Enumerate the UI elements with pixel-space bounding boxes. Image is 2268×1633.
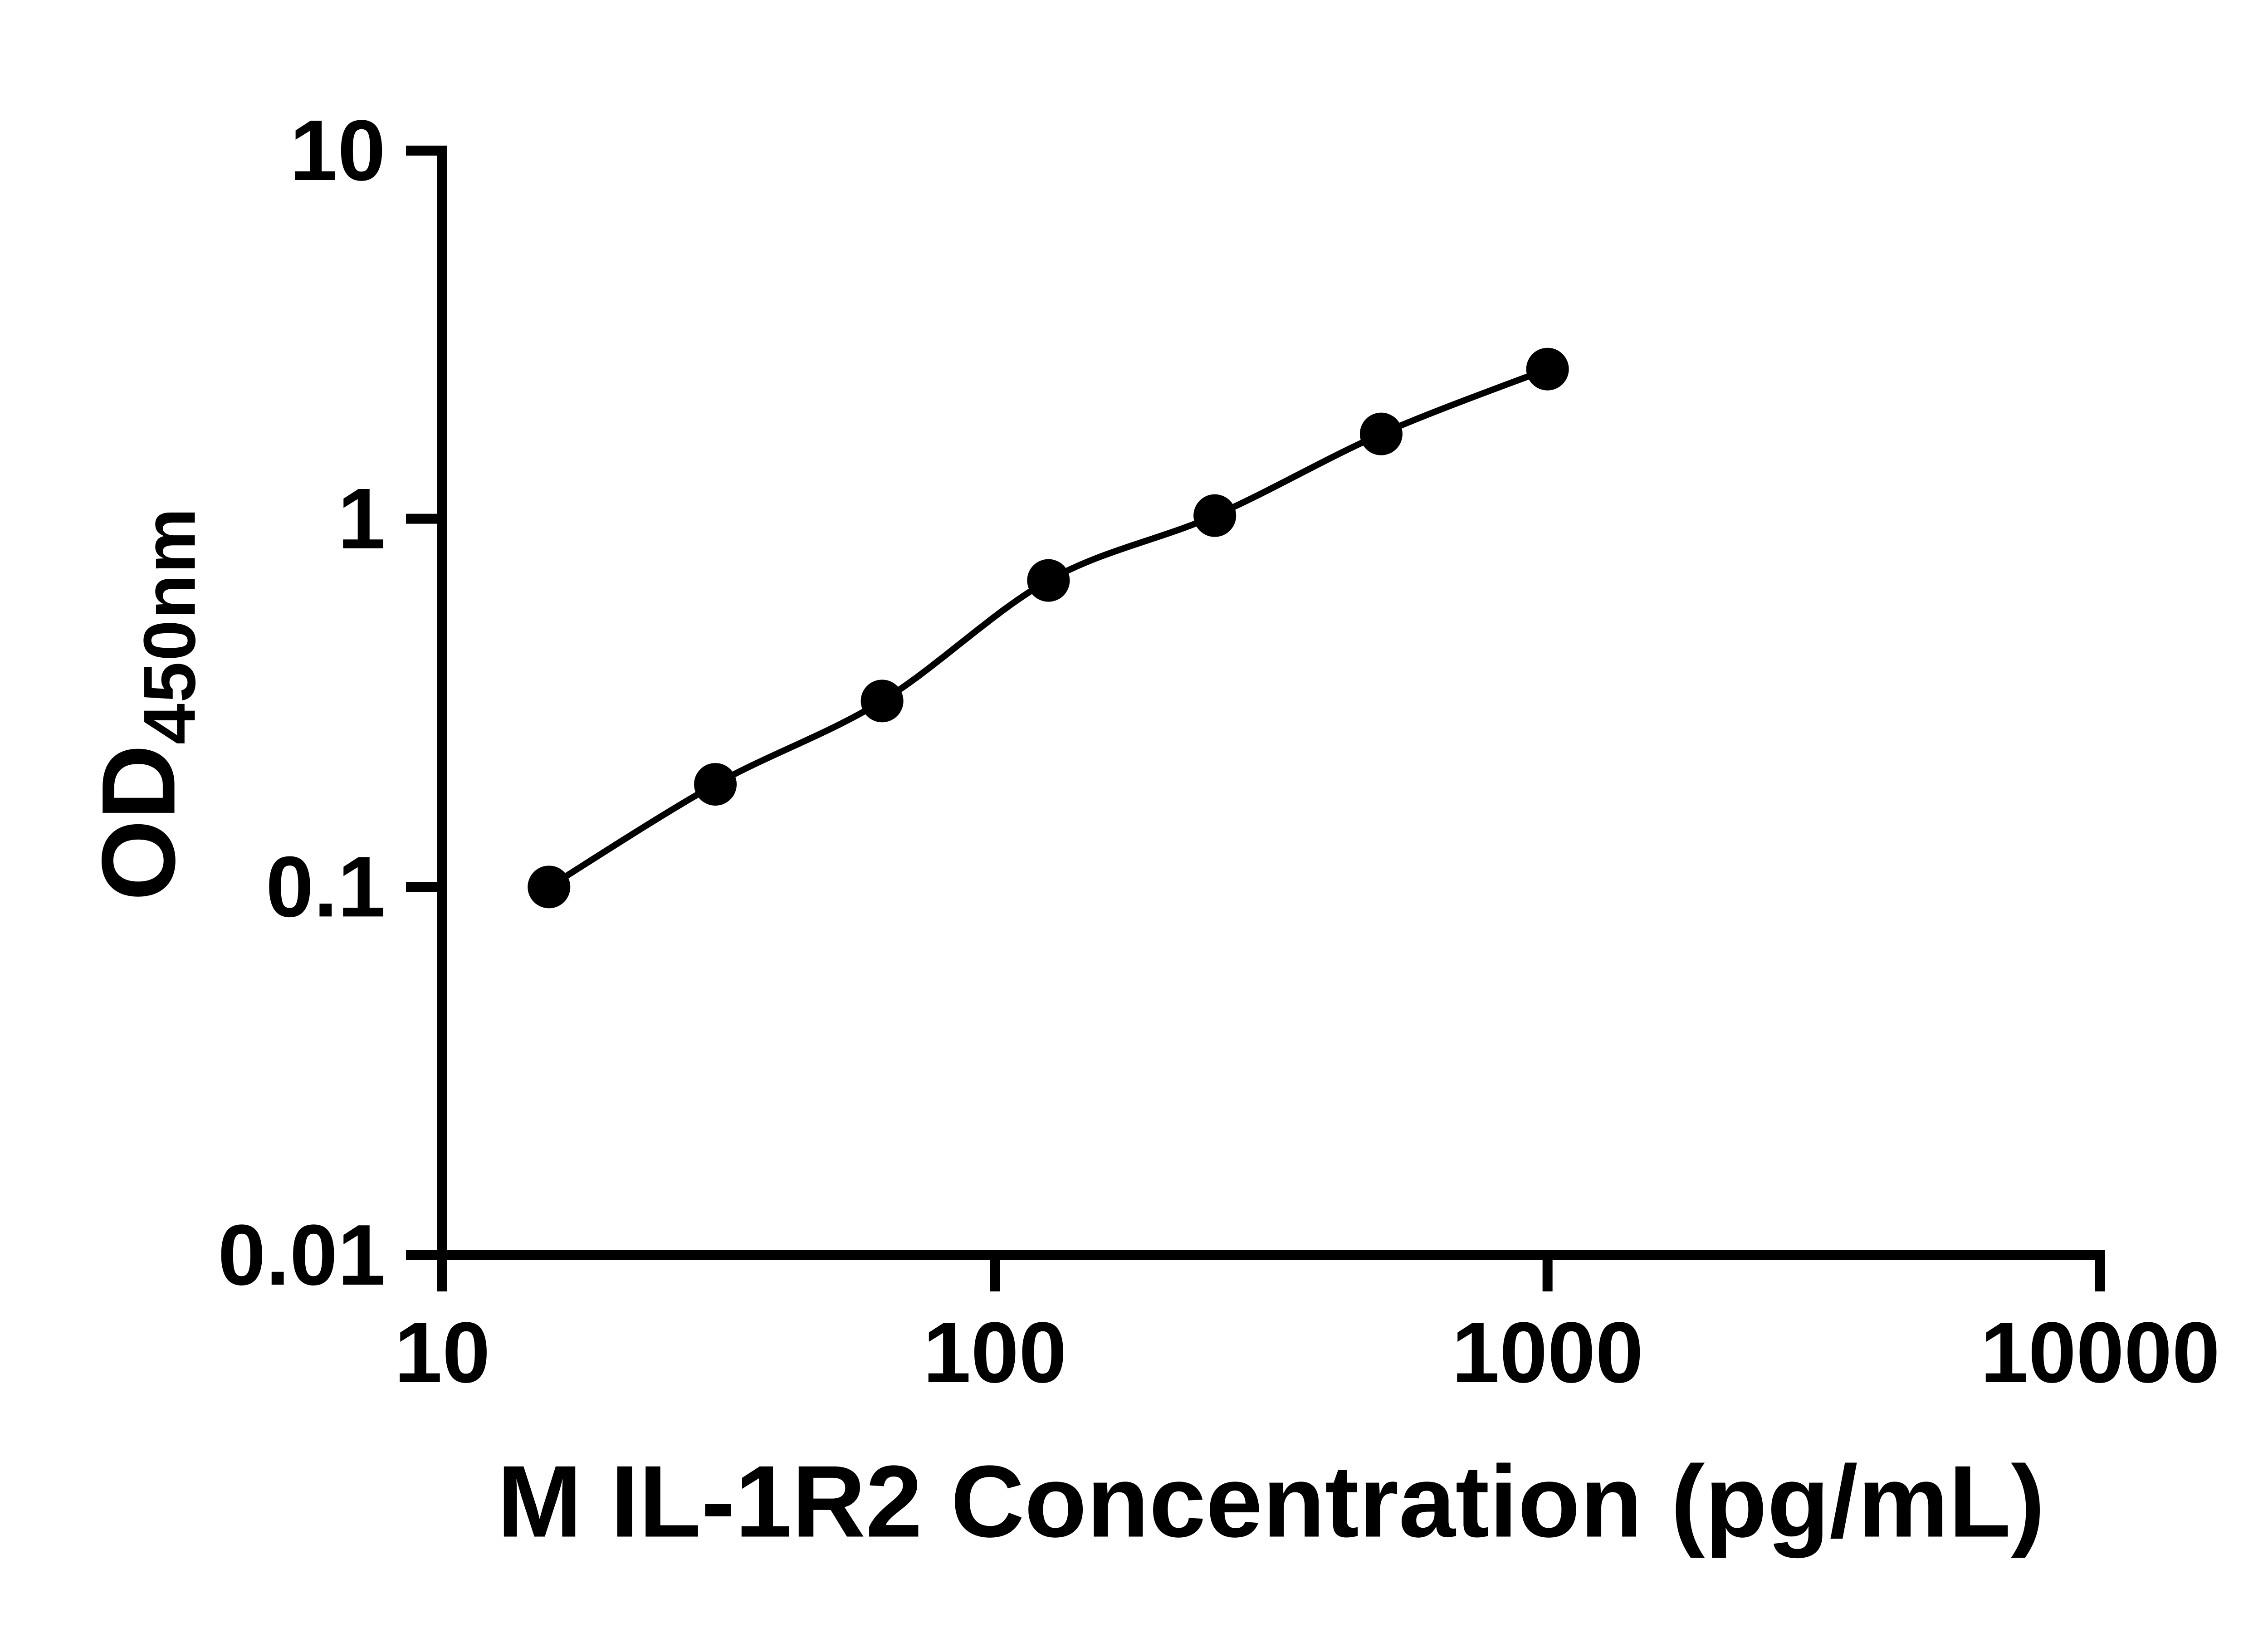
y-axis-tick-label: 0.1 bbox=[266, 839, 386, 935]
x-axis-tick-label: 1000 bbox=[1452, 1305, 1643, 1401]
data-point-marker bbox=[528, 865, 571, 909]
data-point-marker bbox=[1359, 412, 1403, 455]
x-axis-tick-label: 10 bbox=[394, 1305, 490, 1401]
x-axis-title: M IL-1R2 Concentration (pg/mL) bbox=[497, 1444, 2045, 1559]
data-point-marker bbox=[1193, 494, 1237, 537]
data-point-marker bbox=[694, 763, 737, 806]
y-axis-tick-label: 1 bbox=[337, 471, 386, 567]
y-axis-tick-label: 0.01 bbox=[218, 1207, 386, 1303]
y-axis-title-main: OD bbox=[80, 744, 197, 901]
x-axis-tick-label: 10000 bbox=[1980, 1305, 2220, 1401]
y-axis-title: OD450nm bbox=[78, 507, 212, 901]
y-axis-title-subscript: 450nm bbox=[128, 507, 211, 745]
y-axis-tick-label: 10 bbox=[290, 103, 386, 199]
x-axis-tick-label: 100 bbox=[923, 1305, 1067, 1401]
data-point-marker bbox=[860, 680, 904, 723]
data-point-marker bbox=[1027, 559, 1070, 602]
data-point-marker bbox=[1526, 347, 1569, 391]
